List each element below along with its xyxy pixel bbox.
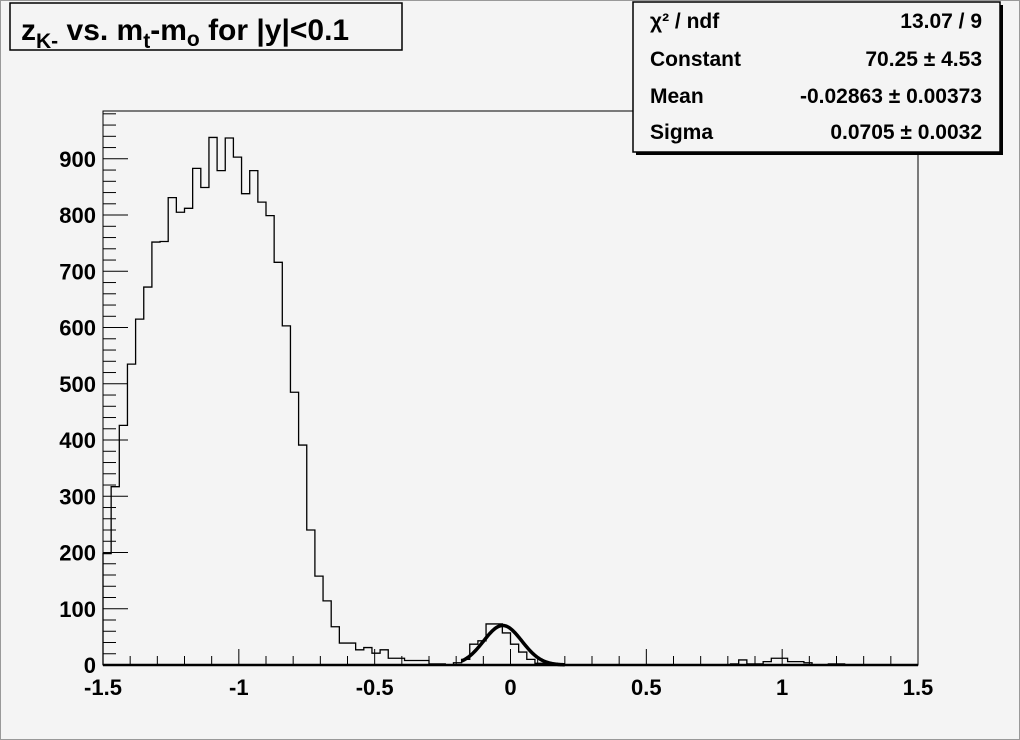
gaussian-fit-curve xyxy=(460,623,565,667)
stats-box: χ² / ndf 13.07 / 9 Constant 70.25 ± 4.53… xyxy=(632,1,1003,155)
histogram-bin xyxy=(339,643,347,665)
stats-value-constant: 70.25 ± 4.53 xyxy=(865,48,982,71)
y-tick-label: 0 xyxy=(84,653,96,678)
histogram-bin xyxy=(168,198,176,665)
histogram-bin xyxy=(209,137,217,665)
y-tick-label: 800 xyxy=(59,203,96,228)
histogram-bin xyxy=(519,652,527,665)
histogram-bin xyxy=(152,242,160,665)
histogram-bin xyxy=(119,425,127,665)
x-tick-label: 0 xyxy=(504,675,516,700)
y-tick-label: 600 xyxy=(59,316,96,341)
histogram-bin xyxy=(299,445,307,665)
chart-title: zK- vs. mt-mo for |y|<0.1 xyxy=(21,14,349,53)
x-tick-label: 1.5 xyxy=(903,675,934,700)
x-tick-label: -0.5 xyxy=(356,675,394,700)
stats-value-chi2: 13.07 / 9 xyxy=(900,10,982,33)
histogram-bin xyxy=(511,644,519,665)
x-tick-label: 0.5 xyxy=(631,675,662,700)
axis-ticks xyxy=(102,113,919,666)
histogram-bin xyxy=(258,202,266,665)
histogram-bin xyxy=(225,138,233,665)
histogram-bin xyxy=(282,326,290,665)
histogram-bin xyxy=(348,643,356,665)
histogram-bin xyxy=(502,633,510,665)
x-tick-label: 1 xyxy=(776,675,788,700)
x-tick-labels: -1.5 -1 -0.5 0 0.5 1 1.5 xyxy=(84,675,933,700)
stats-label-constant: Constant xyxy=(650,48,741,71)
histogram-bin xyxy=(217,171,225,665)
histogram-bin xyxy=(136,319,144,665)
histogram-bin xyxy=(242,194,250,665)
x-tick-label: -1 xyxy=(229,675,249,700)
histogram-bin xyxy=(307,530,315,665)
y-tick-label: 400 xyxy=(59,428,96,453)
histogram-bin xyxy=(364,648,372,665)
y-tick-label: 200 xyxy=(59,541,96,566)
y-tick-label: 700 xyxy=(59,259,96,284)
histogram-bin xyxy=(201,187,209,665)
histogram-bin xyxy=(103,554,111,665)
histogram-bin xyxy=(111,487,119,665)
histogram-bin xyxy=(127,364,135,665)
y-tick-labels: 0 100 200 300 400 500 600 700 800 900 xyxy=(59,147,96,678)
histogram-bin xyxy=(380,650,388,665)
histogram-bin xyxy=(233,157,241,665)
y-tick-label: 300 xyxy=(59,484,96,509)
histogram-bin xyxy=(356,650,364,665)
stats-label-mean: Mean xyxy=(650,85,704,108)
histogram-bin xyxy=(266,216,274,665)
y-tick-label: 900 xyxy=(59,147,96,172)
histogram-bin xyxy=(331,627,339,665)
title-box: zK- vs. mt-mo for |y|<0.1 xyxy=(9,2,403,53)
stats-label-sigma: Sigma xyxy=(650,121,713,144)
histogram-bin xyxy=(323,601,331,665)
histogram-bin xyxy=(250,171,258,665)
histogram-bin xyxy=(160,241,168,665)
histogram-bin xyxy=(274,262,282,665)
histogram-bin xyxy=(315,576,323,665)
histogram-bin xyxy=(185,208,193,665)
x-tick-label: -1.5 xyxy=(84,675,122,700)
stats-value-sigma: 0.0705 ± 0.0032 xyxy=(830,121,982,144)
histogram-bin xyxy=(290,392,298,665)
stats-value-mean: -0.02863 ± 0.00373 xyxy=(800,85,982,108)
y-tick-label: 100 xyxy=(59,597,96,622)
y-tick-label: 500 xyxy=(59,372,96,397)
histogram-bin xyxy=(144,287,152,665)
histogram-bin xyxy=(176,212,184,665)
histogram-bin xyxy=(193,168,201,665)
histogram-bin xyxy=(372,653,380,665)
stats-label-chi2: χ² / ndf xyxy=(650,10,720,33)
